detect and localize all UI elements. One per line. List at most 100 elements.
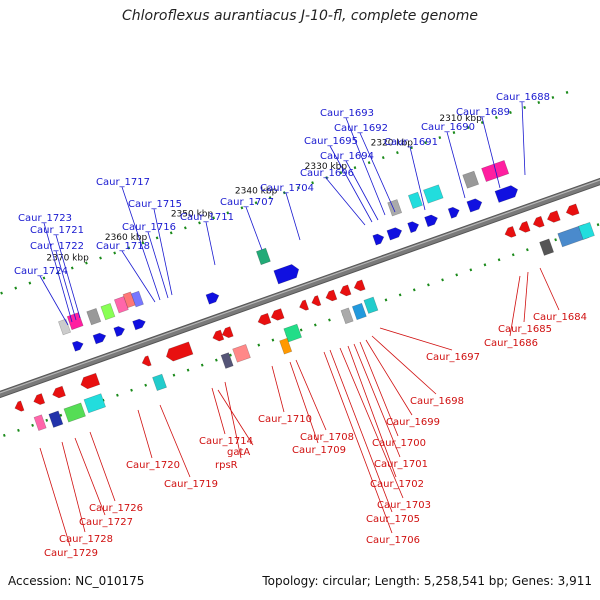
gene-shape xyxy=(257,312,272,326)
gene-shape xyxy=(407,221,420,234)
gene-shape xyxy=(113,326,126,337)
top-gene-label: Caur_1704 xyxy=(260,183,314,194)
bottom-gene-label: Caur_1708 xyxy=(300,432,354,443)
top-gene-label: Caur_1693 xyxy=(320,108,374,119)
top-gene-label: Caur_1691 xyxy=(384,137,438,148)
top-label-leader xyxy=(245,206,263,251)
top-label-leader xyxy=(147,231,169,299)
reverse-gene-domain xyxy=(351,302,367,321)
top-gene-label: Caur_1692 xyxy=(334,123,388,134)
forward-gene-domain xyxy=(407,191,423,210)
gene-shape xyxy=(407,191,423,210)
gene-shape xyxy=(122,291,136,309)
reverse-gene xyxy=(221,326,234,339)
top-label-leader xyxy=(43,222,73,323)
top-gene-label: Caur_1723 xyxy=(18,213,72,224)
gene-shape xyxy=(565,203,580,217)
gene-shape xyxy=(130,290,144,308)
top-label-leader xyxy=(359,132,396,213)
bottom-label-leader xyxy=(371,335,437,395)
gene-shape xyxy=(92,332,107,345)
reverse-gene xyxy=(257,312,272,326)
gene-shape xyxy=(113,296,129,314)
gene-shape xyxy=(83,393,106,414)
top-label-leader xyxy=(205,221,216,266)
reverse-gene-domain xyxy=(83,393,106,414)
gene-shape xyxy=(353,279,366,292)
top-label-leader xyxy=(153,208,173,296)
top-label-leader xyxy=(325,177,366,226)
top-gene-label: Caur_1717 xyxy=(96,177,150,188)
bottom-label-leader xyxy=(353,343,401,458)
gene-shape xyxy=(270,308,285,321)
top-label-leader xyxy=(39,275,69,326)
bottom-gene-label: Caur_1684 xyxy=(533,312,587,323)
bottom-gene-label: Caur_1699 xyxy=(386,417,440,428)
bottom-gene-label: Caur_1685 xyxy=(498,324,552,335)
reverse-gene-domain xyxy=(33,414,47,431)
bottom-label-leader xyxy=(295,359,327,431)
top-gene-label: Caur_1724 xyxy=(14,266,68,277)
top-gene-label: Caur_1694 xyxy=(320,151,374,162)
bottom-label-leader xyxy=(39,447,71,547)
reverse-gene xyxy=(518,220,531,233)
reverse-gene xyxy=(311,295,322,307)
top-gene-label: Caur_1688 xyxy=(496,92,550,103)
tick-label: 2350 kbp xyxy=(171,209,214,219)
top-label-leader xyxy=(55,250,77,321)
forward-gene xyxy=(273,264,300,285)
top-gene-label: Caur_1711 xyxy=(180,212,234,223)
gene-shape xyxy=(14,400,25,412)
top-label-leader xyxy=(121,186,161,301)
forward-gene xyxy=(447,206,460,219)
gene-shape xyxy=(273,264,300,285)
tick-label: 2330 kbp xyxy=(305,162,348,172)
tick-label: 2360 kbp xyxy=(105,233,148,243)
bottom-gene-label: Caur_1705 xyxy=(366,514,420,525)
reverse-gene xyxy=(299,299,310,311)
gene-shape xyxy=(578,221,595,240)
gene-shape xyxy=(141,355,152,367)
bottom-label-leader xyxy=(217,389,254,446)
bottom-gene-label: Caur_1703 xyxy=(377,500,431,511)
forward-gene-domain xyxy=(423,184,444,204)
gene-shape xyxy=(351,302,367,321)
forward-gene-domain xyxy=(66,312,84,331)
forward-gene-domain xyxy=(113,296,129,314)
reverse-gene xyxy=(270,308,285,321)
gene-shape xyxy=(33,414,47,431)
top-gene-label: Caur_1707 xyxy=(220,197,274,208)
bottom-label-leader xyxy=(539,267,560,311)
top-label-leader xyxy=(521,101,526,176)
bottom-label-leader xyxy=(323,351,393,534)
top-label-leader xyxy=(55,234,81,319)
gene-shape xyxy=(387,199,403,217)
bottom-label-leader xyxy=(339,347,404,499)
top-label-leader xyxy=(481,116,501,189)
gene-shape xyxy=(311,295,322,307)
bottom-label-leader xyxy=(509,275,521,337)
forward-gene-domain xyxy=(255,247,271,266)
top-label-leader xyxy=(329,145,373,223)
reverse-gene-domain xyxy=(152,373,167,392)
forward-gene-domain xyxy=(130,290,144,308)
gene-shape xyxy=(546,210,561,223)
bottom-gene-label: Caur_1720 xyxy=(126,460,180,471)
reverse-gene xyxy=(141,355,152,367)
forward-gene xyxy=(372,233,385,246)
top-gene-label: Caur_1721 xyxy=(30,225,84,236)
reverse-gene xyxy=(325,289,338,302)
forward-gene-domain xyxy=(122,291,136,309)
gene-shape xyxy=(279,337,293,355)
bottom-gene-label: Caur_1719 xyxy=(164,479,218,490)
gene-shape xyxy=(339,284,352,297)
bottom-gene-label: Caur_1726 xyxy=(89,503,143,514)
bottom-gene-label: Caur_1698 xyxy=(410,396,464,407)
reverse-gene-domain xyxy=(220,352,234,369)
top-gene-label: Caur_1722 xyxy=(30,241,84,252)
gene-shape xyxy=(299,299,310,311)
gene-shape xyxy=(466,198,483,213)
reverse-gene xyxy=(212,329,225,342)
gene-shape xyxy=(504,225,517,238)
reverse-gene xyxy=(532,215,545,228)
